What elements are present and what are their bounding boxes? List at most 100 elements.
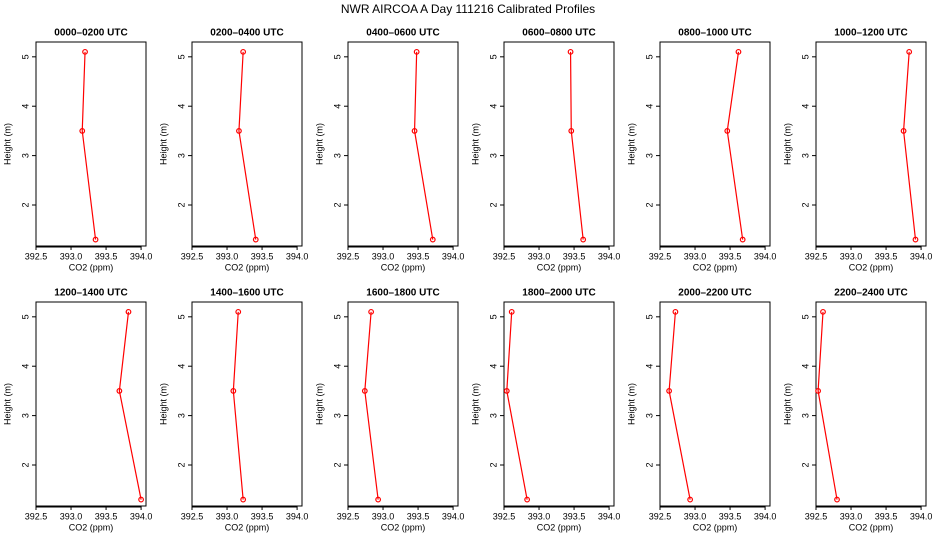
y-tick-label: 4 (644, 104, 654, 109)
x-axis-label: CO2 (ppm) (537, 262, 582, 272)
y-tick-label: 5 (644, 54, 654, 59)
y-tick-label: 5 (332, 54, 342, 59)
data-point (92, 236, 99, 243)
x-tick-label: 393.0 (60, 251, 83, 261)
data-point (116, 388, 123, 394)
panel-title: 0800–1000 UTC (678, 28, 751, 39)
data-point (524, 496, 531, 503)
y-tick-label: 5 (800, 54, 810, 59)
y-axis-label: Height (m) (2, 123, 12, 165)
figure-title: NWR AIRCOA A Day 111216 Calibrated Profi… (341, 2, 595, 16)
y-axis-label: Height (m) (782, 383, 792, 425)
x-axis-label: CO2 (ppm) (69, 262, 114, 272)
data-point (567, 48, 574, 55)
y-tick-label: 5 (20, 54, 30, 59)
x-axis-label: CO2 (ppm) (849, 522, 894, 532)
data-point (687, 496, 694, 503)
x-tick-label: 393.5 (251, 251, 274, 261)
data-point (815, 388, 822, 394)
profile-line (232, 311, 244, 500)
y-tick-label: 4 (176, 104, 186, 109)
y-tick-label: 3 (800, 413, 810, 418)
x-axis-label: CO2 (ppm) (693, 522, 738, 532)
plot-box (347, 41, 459, 247)
x-tick-label: 393.0 (60, 511, 83, 521)
data-point (240, 496, 247, 503)
y-tick-label: 4 (176, 364, 186, 369)
y-tick-label: 5 (488, 54, 498, 59)
panel-title: 1400–1600 UTC (210, 288, 283, 299)
y-tick-label: 3 (332, 153, 342, 158)
x-tick-label: 394.0 (130, 251, 153, 261)
y-axis-label: Height (m) (158, 383, 168, 425)
data-point (125, 308, 132, 315)
y-tick-label: 5 (176, 54, 186, 59)
panel-title: 1200–1400 UTC (54, 288, 127, 299)
y-tick-label: 4 (332, 364, 342, 369)
y-axis-label: Height (m) (2, 383, 12, 425)
x-axis-label: CO2 (ppm) (225, 262, 270, 272)
x-tick-label: 394.0 (598, 511, 621, 521)
x-tick-label: 393.5 (95, 511, 118, 521)
y-tick-label: 3 (332, 413, 342, 418)
y-tick-label: 5 (20, 314, 30, 319)
data-point (739, 236, 746, 243)
panel-title: 1000–1200 UTC (834, 28, 907, 39)
x-tick-label: 392.5 (493, 251, 516, 261)
data-point (508, 308, 515, 315)
y-axis-label: Height (m) (782, 123, 792, 165)
data-point (820, 308, 826, 315)
x-tick-label: 393.5 (407, 511, 430, 521)
x-tick-label: 394.0 (442, 251, 465, 261)
y-tick-label: 2 (488, 202, 498, 207)
x-tick-label: 393.0 (684, 511, 707, 521)
y-tick-label: 3 (644, 413, 654, 418)
y-axis-label: Height (m) (314, 383, 324, 425)
profile-line (118, 311, 142, 500)
y-axis-label: Height (m) (470, 123, 480, 165)
data-point (361, 388, 368, 394)
data-point (906, 48, 913, 55)
y-tick-label: 4 (332, 104, 342, 109)
y-tick-label: 5 (800, 314, 810, 319)
data-point (240, 48, 247, 55)
x-tick-label: 393.0 (372, 511, 395, 521)
panel-title: 0000–0200 UTC (54, 28, 127, 39)
data-point (236, 128, 242, 134)
profile-line (668, 311, 691, 500)
x-axis-label: CO2 (ppm) (69, 522, 114, 532)
data-point (672, 308, 679, 315)
data-point (666, 388, 673, 394)
y-axis-label: Height (m) (626, 123, 636, 165)
data-point (411, 128, 418, 134)
plot-box (815, 41, 927, 247)
data-point (580, 236, 587, 243)
y-tick-label: 4 (488, 104, 498, 109)
x-tick-label: 394.0 (442, 511, 465, 521)
plot-box (659, 301, 771, 507)
y-tick-label: 5 (488, 314, 498, 319)
data-point (235, 308, 242, 315)
data-point (79, 128, 86, 134)
y-axis-label: Height (m) (470, 383, 480, 425)
y-tick-label: 2 (20, 202, 30, 207)
panel-title: 2000–2200 UTC (678, 288, 751, 299)
y-tick-label: 3 (20, 153, 30, 158)
x-tick-label: 394.0 (598, 251, 621, 261)
profile-line (726, 51, 744, 240)
plot-box (503, 41, 615, 247)
y-tick-label: 2 (176, 462, 186, 467)
x-axis-label: CO2 (ppm) (537, 522, 582, 532)
x-tick-label: 393.0 (216, 511, 239, 521)
data-point (735, 48, 742, 55)
x-tick-label: 393.5 (95, 251, 118, 261)
plot-box (191, 41, 303, 247)
x-tick-label: 394.0 (910, 511, 933, 521)
x-tick-label: 392.5 (337, 511, 360, 521)
x-axis-label: CO2 (ppm) (381, 522, 426, 532)
plot-box (347, 301, 459, 507)
x-tick-label: 392.5 (649, 511, 672, 521)
x-tick-label: 394.0 (754, 511, 777, 521)
y-tick-label: 5 (332, 314, 342, 319)
plot-box (503, 301, 615, 507)
